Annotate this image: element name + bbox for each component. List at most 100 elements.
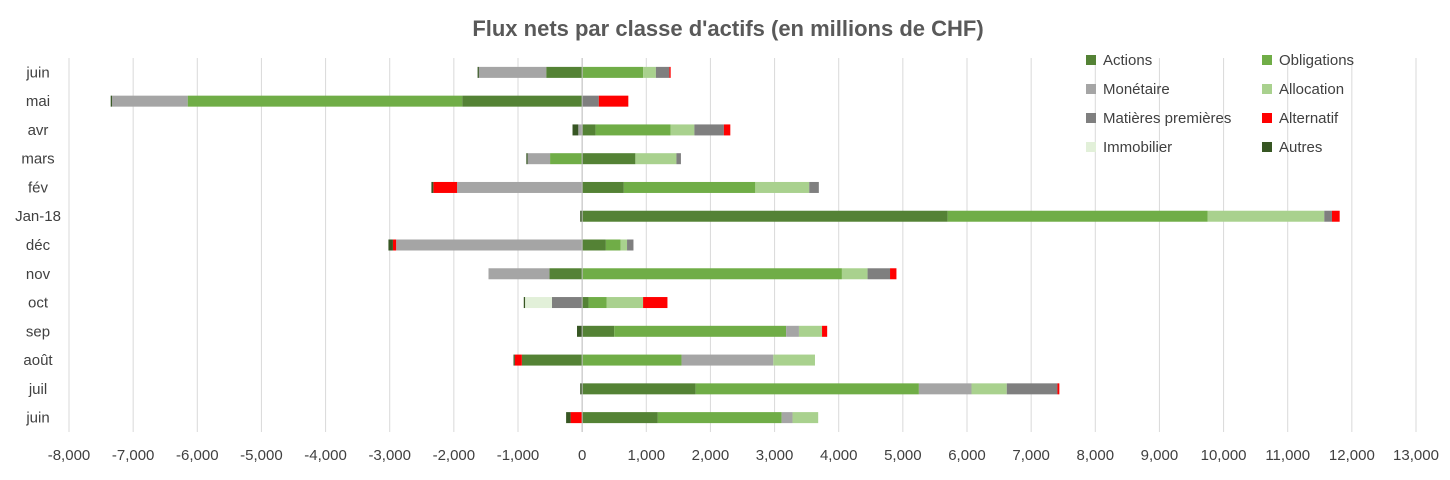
- bar-actions: [546, 66, 583, 78]
- bar-immobilier: [525, 297, 552, 309]
- bar-obligations: [947, 210, 1208, 222]
- x-tick-label: 9,000: [1141, 447, 1179, 464]
- x-tick-label: -4,000: [304, 447, 347, 464]
- bar-monetaire: [488, 268, 550, 280]
- category-label: oct: [28, 295, 49, 312]
- bar-matieres-premieres: [627, 239, 634, 251]
- bar-autres: [523, 297, 526, 309]
- bar-obligations: [623, 181, 756, 193]
- bar-autres: [572, 124, 579, 136]
- bar-autres: [431, 181, 434, 193]
- x-tick-label: -5,000: [240, 447, 283, 464]
- bar-matieres-premieres: [1006, 383, 1058, 395]
- bar-monetaire: [527, 153, 551, 165]
- bar-alternatif: [822, 325, 828, 337]
- bar-autres: [580, 210, 583, 222]
- bar-obligations: [605, 239, 621, 251]
- bar-allocation: [606, 297, 644, 309]
- bar-actions: [582, 297, 589, 309]
- x-tick-label: -6,000: [176, 447, 219, 464]
- x-tick-label: 0: [578, 447, 586, 464]
- bar-monetaire: [681, 354, 774, 366]
- bar-obligations: [582, 354, 682, 366]
- bar-matieres-premieres: [809, 181, 819, 193]
- category-label: juin: [25, 64, 49, 81]
- x-tick-label: 6,000: [948, 447, 986, 464]
- bar-allocation: [792, 412, 819, 424]
- legend-swatch-allocation: [1262, 84, 1272, 94]
- bar-alternatif: [392, 239, 397, 251]
- bar-matieres-premieres: [655, 66, 670, 78]
- bar-matieres-premieres: [1324, 210, 1332, 222]
- x-tick-label: 5,000: [884, 447, 922, 464]
- bar-obligations: [550, 153, 583, 165]
- category-label: nov: [26, 266, 51, 283]
- bar-alternatif: [723, 124, 731, 136]
- bar-autres: [526, 153, 528, 165]
- bar-actions: [582, 325, 615, 337]
- x-tick-label: 13,000: [1393, 447, 1439, 464]
- category-label: fév: [28, 179, 49, 196]
- category-label: juil: [28, 381, 47, 398]
- legend-label-allocation: Allocation: [1279, 81, 1344, 98]
- bar-actions: [582, 412, 658, 424]
- bar-allocation: [971, 383, 1007, 395]
- category-label: mars: [21, 151, 54, 168]
- bar-monetaire: [918, 383, 972, 395]
- category-label: mai: [26, 93, 50, 110]
- x-tick-label: -1,000: [497, 447, 540, 464]
- legend-swatch-matieres-premieres: [1086, 113, 1096, 123]
- bar-matieres-premieres: [676, 153, 681, 165]
- bar-alternatif: [669, 66, 671, 78]
- bar-obligations: [595, 124, 671, 136]
- bar-allocation: [635, 153, 677, 165]
- bar-allocation: [1207, 210, 1325, 222]
- x-tick-label: 10,000: [1201, 447, 1247, 464]
- legend: Actions Obligations Monétaire Allocation Mat…: [1086, 52, 1354, 156]
- bar-matieres-premieres: [867, 268, 891, 280]
- x-tick-labels: -8,000 -7,000 -6,000 -5,000 -4,000 -3,000 -2,0…: [48, 447, 1439, 464]
- x-tick-label: 1,000: [628, 447, 666, 464]
- category-label: août: [23, 352, 53, 369]
- legend-swatch-immobilier: [1086, 142, 1096, 152]
- x-tick-label: 8,000: [1077, 447, 1115, 464]
- bar-matieres-premieres: [694, 124, 724, 136]
- bar-autres: [577, 325, 583, 337]
- bar-actions: [582, 210, 948, 222]
- category-label: Jan-18: [15, 208, 61, 225]
- bar-monetaire: [478, 66, 547, 78]
- legend-label-matieres-premieres: Matières premières: [1103, 110, 1231, 127]
- bar-autres: [513, 354, 515, 366]
- bar-matieres-premieres: [582, 95, 599, 107]
- legend-label-autres: Autres: [1279, 139, 1322, 156]
- x-tick-label: -2,000: [433, 447, 476, 464]
- category-label: déc: [26, 237, 51, 254]
- bar-obligations: [657, 412, 782, 424]
- chart-title: Flux nets par classe d'actifs (en millio…: [472, 16, 983, 41]
- bar-monetaire: [111, 95, 188, 107]
- x-tick-label: 12,000: [1329, 447, 1375, 464]
- bar-allocation: [773, 354, 815, 366]
- legend-label-alternatif: Alternatif: [1279, 110, 1339, 127]
- x-tick-label: 11,000: [1265, 447, 1310, 464]
- bar-allocation: [620, 239, 628, 251]
- bar-allocation: [798, 325, 823, 337]
- legend-swatch-autres: [1262, 142, 1272, 152]
- bar-alternatif: [433, 181, 458, 193]
- bar-obligations: [588, 297, 607, 309]
- bar-actions: [582, 181, 624, 193]
- gridlines: [68, 58, 1417, 432]
- x-tick-label: 2,000: [692, 447, 730, 464]
- bar-autres: [580, 383, 583, 395]
- bar-actions: [521, 354, 583, 366]
- bar-alternatif: [1057, 383, 1060, 395]
- bar-obligations: [582, 66, 644, 78]
- category-label: juin: [25, 410, 49, 427]
- bar-obligations: [582, 268, 842, 280]
- x-tick-label: 4,000: [820, 447, 858, 464]
- category-label: avr: [28, 122, 49, 139]
- category-labels: juin mai avr mars fév Jan-18 déc nov oct sep août j…: [15, 64, 61, 426]
- legend-label-actions: Actions: [1103, 52, 1152, 69]
- bar-monetaire: [457, 181, 583, 193]
